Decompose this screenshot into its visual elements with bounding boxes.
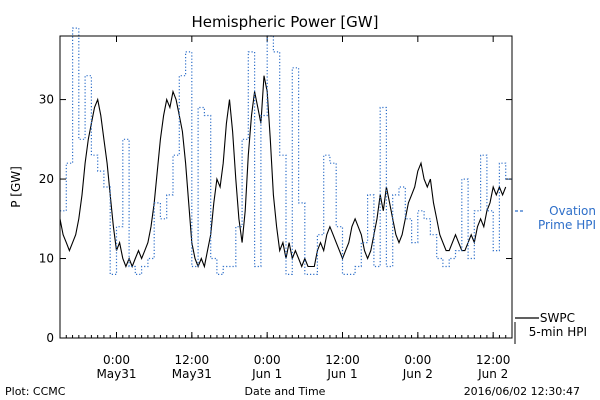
chart-title: Hemispheric Power [GW] bbox=[192, 13, 379, 31]
y-tick-label: 20 bbox=[39, 172, 54, 186]
x-tick-label-time: 0:00 bbox=[103, 353, 130, 367]
x-tick-label-time: 12:00 bbox=[476, 353, 511, 367]
x-tick-label-date: May31 bbox=[172, 367, 212, 381]
x-tick-label-date: May31 bbox=[96, 367, 136, 381]
y-tick-label: 10 bbox=[39, 252, 54, 266]
legend-label-1-a: SWPC bbox=[540, 311, 575, 325]
legend-label-0-b: Prime HPI bbox=[538, 218, 596, 232]
series-layer bbox=[59, 27, 512, 275]
plot-frame bbox=[59, 35, 513, 339]
series-line-1 bbox=[60, 27, 512, 275]
x-tick-label-date: Jun 2 bbox=[402, 367, 433, 381]
footer-credit: Plot: CCMC bbox=[5, 385, 66, 398]
x-tick-label-time: 12:00 bbox=[175, 353, 210, 367]
footer-timestamp: 2016/06/02 12:30:47 bbox=[464, 385, 580, 398]
y-tick-label: 30 bbox=[39, 93, 54, 107]
x-tick-label-time: 0:00 bbox=[404, 353, 431, 367]
legend-label-1-b: 5-min HPI bbox=[529, 325, 587, 339]
x-tick-label-time: 0:00 bbox=[254, 353, 281, 367]
x-axis-label: Date and Time bbox=[245, 385, 326, 398]
x-tick-label-date: Jun 1 bbox=[326, 367, 357, 381]
y-axis-label: P [GW] bbox=[9, 166, 23, 208]
x-tick-label-time: 12:00 bbox=[325, 353, 360, 367]
legend-label-0-a: Ovation bbox=[549, 204, 596, 218]
x-tick-label-date: Jun 2 bbox=[477, 367, 508, 381]
x-tick-label-date: Jun 1 bbox=[251, 367, 282, 381]
y-tick-label: 0 bbox=[46, 331, 54, 345]
series-line-0 bbox=[59, 75, 507, 269]
